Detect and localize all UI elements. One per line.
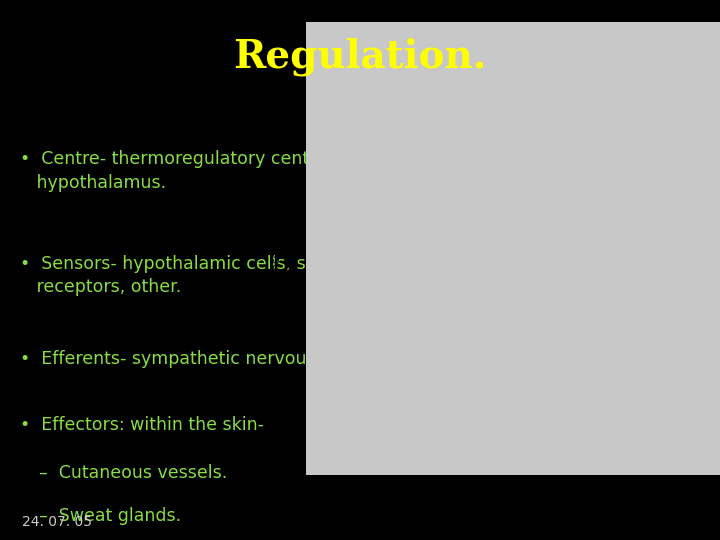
Text: 43° C: 43° C: [607, 177, 652, 192]
Text: Vasoconstricted: Vasoconstricted: [342, 400, 442, 410]
Y-axis label: Heat conductance through skin
(times the vasoconstricted rate): Heat conductance through skin (times the…: [272, 180, 294, 349]
Text: 24° C: 24° C: [433, 337, 479, 352]
Text: 24. 07. 05: 24. 07. 05: [22, 515, 91, 529]
Text: •  Sensors- hypothalamic cells, skin thermo
   receptors, other.: • Sensors- hypothalamic cells, skin ther…: [20, 255, 400, 296]
Text: –  Cutaneous vessels.: – Cutaneous vessels.: [39, 464, 227, 482]
Text: –  Sweat glands.: – Sweat glands.: [39, 507, 181, 525]
X-axis label: Environmental temperature (°F): Environmental temperature (°F): [418, 490, 608, 503]
Text: 90: 90: [313, 55, 326, 65]
Text: •  Effectors: within the skin-: • Effectors: within the skin-: [20, 416, 264, 435]
Text: Vasodilated: Vasodilated: [621, 97, 695, 107]
Text: Regulation.: Regulation.: [233, 38, 487, 76]
Text: •  Centre- thermoregulatory centre in
   hypothalamus.: • Centre- thermoregulatory centre in hyp…: [20, 150, 348, 192]
Text: •  Efferents- sympathetic nervous system.: • Efferents- sympathetic nervous system.: [20, 350, 390, 368]
